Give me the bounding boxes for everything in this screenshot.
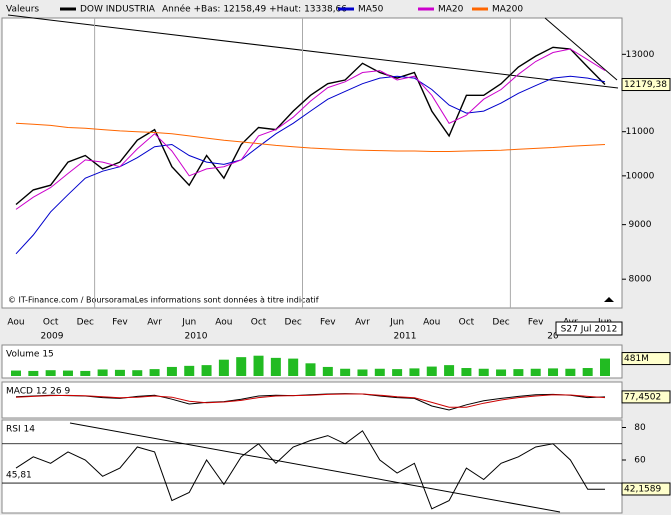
x-tick-label: Fev [112,318,128,328]
volume-bar [28,370,39,376]
volume-bar [322,366,333,376]
volume-bar [582,368,593,376]
volume-bar [340,368,351,376]
date-label: S27 Jul 2012 [561,325,618,335]
volume-bar [530,368,541,376]
last-value-label: 481M [624,354,649,364]
y-tick-label: 11000 [626,127,655,137]
series-line [15,48,606,210]
volume-bar [565,368,576,376]
volume-bar [184,365,195,376]
volume-bar [218,359,229,376]
volume-bar [513,369,524,376]
last-value-box [621,482,671,496]
volume-bar [270,357,281,376]
last-value-label: 77,4502 [624,392,661,402]
footnote: © IT-Finance.com / BoursoramaLes informa… [8,295,319,305]
last-value-box [621,352,671,366]
volume-bar [409,368,420,376]
macd-title: MACD 12 26 9 [6,387,70,397]
volume-bar [426,366,437,376]
y-tick-label: 10000 [626,171,655,181]
series-line [15,75,606,255]
volume-bar [374,368,385,376]
series-line [15,46,606,206]
subtitle: Année +Bas: 12158,49 +Haut: 13338,66 [162,4,347,15]
volume-bar [600,358,610,376]
volume-bar [114,369,125,376]
legend-label: MA50 [358,5,384,15]
y-tick-label: 9000 [629,220,652,230]
series-line [15,430,605,510]
volume-bar [166,366,177,376]
x-tick-label: Fev [528,318,544,328]
y-tick-label: 60 [634,456,646,466]
x-tick-label: Jun [181,318,196,328]
volume-title: Volume 15 [6,350,54,360]
volume-bar [11,370,21,376]
volume-bar [548,368,559,376]
last-value-label: 12179,38 [624,80,667,90]
y-tick-label: 13000 [626,50,655,60]
year-label: 20 [547,332,559,342]
volume-bar [461,368,472,376]
y-tick-label: 80 [634,423,646,433]
volume-bar [288,358,299,376]
trend-line [69,422,561,513]
legend-label: DOW INDUSTRIA [80,5,156,15]
volume-bar [201,365,212,376]
series-line [15,393,606,408]
x-tick-label: Oct [459,318,475,328]
volume-bar [357,369,368,376]
volume-bar [392,369,403,376]
title: Valeurs [6,5,39,15]
series-line [15,122,606,152]
last-value-box [621,78,671,92]
scroll-arrow[interactable] [604,297,614,302]
volume-bar [305,363,316,376]
year-label: 2009 [41,332,64,342]
volume-bar [496,369,507,376]
x-tick-label: Aou [215,318,232,328]
x-tick-label: Dec [77,318,94,328]
volume-bar [45,370,56,376]
date-box [555,321,623,336]
legend-label: MA20 [438,5,464,15]
x-tick-label: Oct [251,318,267,328]
x-tick-label: Jun [389,318,404,328]
x-tick-label: Avr [355,318,370,328]
volume-bar [132,370,143,376]
x-tick-label: Aou [7,318,24,328]
x-tick-label: Dec [492,318,509,328]
y-tick-label: 8000 [629,275,652,285]
reference-label: 45,81 [6,471,32,481]
x-tick-label: Oct [43,318,59,328]
volume-bar [149,369,160,376]
year-label: 2011 [394,332,417,342]
volume-bar [236,357,247,376]
volume-bar [253,355,264,376]
volume-bar [444,365,455,376]
last-value-label: 42,1589 [624,484,661,494]
volume-bar [478,368,489,376]
volume-bar [80,370,91,376]
trend-line [544,17,618,81]
macd-panel [1,381,623,419]
rsi-title: RSI 14 [6,425,35,435]
volume-bar [62,370,73,376]
last-value-box [621,390,671,404]
legend-label: MA200 [492,5,523,15]
x-tick-label: Aou [423,318,440,328]
year-label: 2010 [185,332,208,342]
x-tick-label: Avr [147,318,162,328]
volume-bar [97,369,108,376]
x-tick-label: Dec [284,318,301,328]
x-tick-label: Fev [320,318,336,328]
